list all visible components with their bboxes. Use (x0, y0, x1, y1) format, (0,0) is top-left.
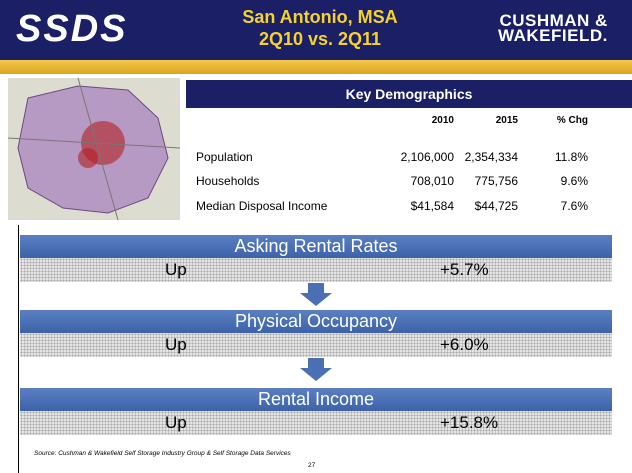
direction: Up (165, 260, 187, 280)
metric-band: Up +15.8% (20, 411, 612, 435)
title-line: San Antonio, MSA (200, 6, 440, 28)
change: +5.7% (440, 260, 489, 280)
slide: SSDS San Antonio, MSA 2Q10 vs. 2Q11 CUSH… (0, 0, 632, 473)
column-header: 2010 (384, 115, 454, 126)
column-header: % Chg (518, 115, 588, 126)
metric-bar: Rental Income (20, 388, 612, 411)
map (8, 78, 180, 220)
cell: 7.6% (508, 199, 588, 213)
title: San Antonio, MSA 2Q10 vs. 2Q11 (200, 6, 440, 50)
direction: Up (165, 413, 187, 433)
source: Source: Cushman & Wakefield Self Storage… (34, 450, 291, 457)
table-title: Key Demographics (186, 80, 632, 108)
logo: SSDS (16, 8, 127, 51)
subtitle: 2Q10 vs. 2Q11 (200, 28, 440, 50)
metric-band: Up +6.0% (20, 333, 612, 357)
cell: 2,354,334 (438, 150, 518, 164)
gold-band (0, 60, 632, 74)
brand: CUSHMAN & WAKEFIELD. (498, 13, 608, 43)
direction: Up (165, 335, 187, 355)
map-cluster (78, 148, 98, 168)
row-label: Population (196, 150, 253, 164)
page-number: 27 (308, 462, 315, 469)
cell: 9.6% (508, 174, 588, 188)
cell: 11.8% (508, 150, 588, 164)
change: +6.0% (440, 335, 489, 355)
down-arrow (298, 283, 334, 307)
row-label: Median Disposal Income (196, 199, 327, 213)
column-header: 2015 (448, 115, 518, 126)
down-arrow (298, 358, 334, 382)
rule (18, 225, 19, 473)
change: +15.8% (440, 413, 498, 433)
metric-band: Up +5.7% (20, 258, 612, 282)
cell: $44,725 (438, 199, 518, 213)
cell: 775,756 (438, 174, 518, 188)
metric-bar: Asking Rental Rates (20, 235, 612, 258)
metric-bar: Physical Occupancy (20, 310, 612, 333)
arrow-shape (300, 358, 332, 381)
row-label: Households (196, 174, 259, 188)
arrow-shape (300, 283, 332, 306)
brand-line: WAKEFIELD. (498, 28, 608, 43)
